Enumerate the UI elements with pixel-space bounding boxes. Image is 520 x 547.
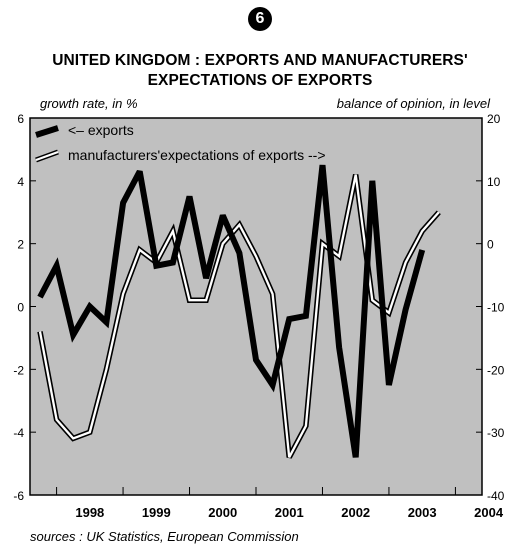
x-axis-tick-label: 2002 — [341, 505, 370, 520]
left-axis-tick-label: 6 — [17, 112, 24, 126]
legend-swatch-exports — [35, 125, 59, 138]
chart-number-badge: 6 — [248, 7, 272, 31]
source-note: sources : UK Statistics, European Commis… — [30, 529, 299, 544]
plot-area — [29, 117, 483, 496]
series-line-exports — [37, 164, 426, 458]
left-axis-tick-label: -4 — [13, 426, 24, 440]
left-axis-tick-label: -2 — [13, 363, 24, 377]
right-axis-tick-label: 0 — [487, 238, 494, 252]
right-axis-label: balance of opinion, in level — [336, 96, 490, 111]
series-line-expectations — [38, 174, 440, 458]
legend-label-expectations: manufacturers'expectations of exports --… — [68, 147, 326, 163]
right-axis-tick-label: 10 — [487, 175, 501, 189]
x-axis-tick-label: 1998 — [75, 505, 104, 520]
x-axis-tick-label: 2003 — [408, 505, 437, 520]
left-axis-tick-label: -6 — [13, 489, 24, 503]
right-axis-tick-label: -20 — [487, 363, 505, 377]
right-axis-tick-label: -30 — [487, 426, 505, 440]
right-axis-tick-label: -40 — [487, 489, 505, 503]
x-axis-tick-label: 1999 — [142, 505, 171, 520]
left-axis-label: growth rate, in % — [40, 96, 138, 111]
x-axis-tick-label: 2000 — [208, 505, 237, 520]
legend: <– exports manufacturers'expectations of… — [35, 122, 326, 163]
legend-label-exports: <– exports — [68, 122, 134, 138]
right-axis-tick-label: -10 — [487, 301, 505, 315]
chart-title-line-1: UNITED KINGDOM : EXPORTS AND MANUFACTURE… — [52, 52, 468, 69]
x-axis-tick-label: 2001 — [275, 505, 304, 520]
x-axis-tick-label: 2004 — [474, 505, 504, 520]
right-axis-tick-label: 20 — [487, 112, 501, 126]
left-axis-tick-label: 2 — [17, 238, 24, 252]
chart-title-line-2: EXPECTATIONS OF EXPORTS — [147, 72, 373, 89]
legend-swatch-expectations-inner — [35, 150, 59, 162]
left-axis-tick-label: 4 — [17, 175, 24, 189]
left-axis-tick-label: 0 — [17, 301, 24, 315]
